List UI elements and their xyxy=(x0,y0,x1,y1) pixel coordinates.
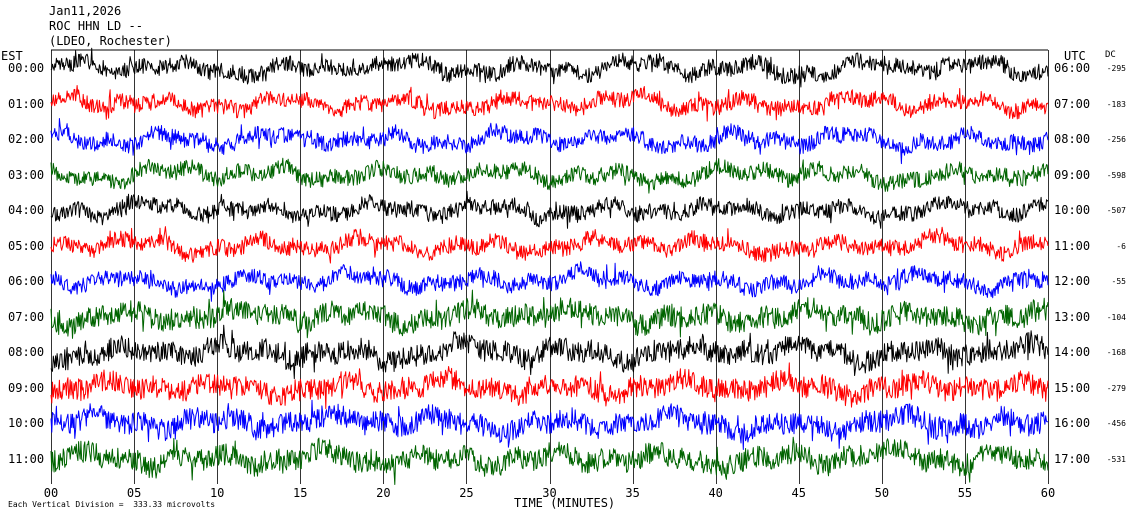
header-date: Jan11,2026 xyxy=(49,4,122,18)
x-tick-label-60: 60 xyxy=(1041,486,1055,500)
utc-time-label: 17:00 xyxy=(1054,452,1091,466)
dc-offset-label: -598 xyxy=(1106,171,1126,180)
trace-1000 xyxy=(50,399,1048,450)
local-time-label: 02:00 xyxy=(8,132,45,146)
x-tick-label-10: 10 xyxy=(210,486,224,500)
trace-0200 xyxy=(50,118,1049,165)
dc-offset-label: -507 xyxy=(1106,206,1126,215)
x-axis-label: TIME (MINUTES) xyxy=(514,496,616,510)
utc-time-label: 15:00 xyxy=(1054,381,1091,395)
trace-0600 xyxy=(50,261,1049,302)
local-time-label: 08:00 xyxy=(8,345,45,359)
utc-time-label: 11:00 xyxy=(1054,239,1091,253)
trace-1100 xyxy=(50,436,1049,485)
x-axis-ticks: 00 05 10 15 20 25 30 35 40 45 50 55 60 xyxy=(44,486,1055,500)
x-tick-label-20: 20 xyxy=(376,486,390,500)
utc-time-label: 09:00 xyxy=(1054,168,1091,182)
local-time-label: 01:00 xyxy=(8,97,45,111)
trace-0400 xyxy=(50,190,1049,229)
dc-offset-label: -279 xyxy=(1106,384,1126,393)
trace-0700 xyxy=(50,289,1049,339)
utc-time-label: 12:00 xyxy=(1054,274,1091,288)
utc-time-label: 08:00 xyxy=(1054,132,1091,146)
x-tick-label-00: 00 xyxy=(44,486,58,500)
trace-0100 xyxy=(50,85,1049,122)
local-time-label: 09:00 xyxy=(8,381,45,395)
local-time-label: 07:00 xyxy=(8,310,45,324)
dc-offset-label: -256 xyxy=(1106,135,1126,144)
utc-time-label: 16:00 xyxy=(1054,416,1091,430)
trace-0900 xyxy=(50,362,1049,410)
dc-header-label: DC xyxy=(1105,50,1116,60)
trace-0000 xyxy=(50,47,1049,88)
header-station: ROC HHN LD -- xyxy=(49,19,143,33)
utc-time-label: 10:00 xyxy=(1054,203,1091,217)
x-tick-label-15: 15 xyxy=(293,486,307,500)
dc-offset-label: -55 xyxy=(1111,277,1126,286)
dc-offset-label: -183 xyxy=(1106,100,1126,109)
x-tick-label-50: 50 xyxy=(875,486,889,500)
x-tick-label-25: 25 xyxy=(459,486,473,500)
vertical-scale-note: Each Vertical Division = 333.33 microvol… xyxy=(8,500,216,509)
x-tick-label-05: 05 xyxy=(127,486,141,500)
x-tick-label-55: 55 xyxy=(958,486,972,500)
local-time-label: 11:00 xyxy=(8,452,45,466)
local-time-label: 10:00 xyxy=(8,416,45,430)
x-tick-label-35: 35 xyxy=(625,486,639,500)
dc-offset-label: -104 xyxy=(1106,313,1126,322)
x-tick-label-45: 45 xyxy=(792,486,806,500)
utc-time-label: 13:00 xyxy=(1054,310,1091,324)
local-time-label: 04:00 xyxy=(8,203,45,217)
dc-offset-label: -456 xyxy=(1106,419,1126,428)
trace-0300 xyxy=(50,157,1049,194)
trace-0500 xyxy=(50,226,1049,264)
seismic-traces xyxy=(50,47,1049,485)
minute-grid xyxy=(51,49,1049,484)
local-time-label: 03:00 xyxy=(8,168,45,182)
dc-offset-label: -168 xyxy=(1106,348,1126,357)
right-timezone-label: UTC xyxy=(1064,49,1086,63)
dc-offset-label: -531 xyxy=(1106,455,1126,464)
left-timezone-label: EST xyxy=(1,49,23,63)
utc-time-label: 14:00 xyxy=(1054,345,1091,359)
dc-offset-label: -295 xyxy=(1106,64,1126,73)
header-network: (LDEO, Rochester) xyxy=(49,34,172,48)
x-tick-label-40: 40 xyxy=(708,486,722,500)
local-time-label: 06:00 xyxy=(8,274,45,288)
local-time-label: 00:00 xyxy=(8,61,45,75)
x-tick-label-30: 30 xyxy=(542,486,556,500)
trace-0800 xyxy=(50,324,1049,380)
utc-time-label: 07:00 xyxy=(1054,97,1091,111)
local-time-label: 05:00 xyxy=(8,239,45,253)
dc-offset-label: -6 xyxy=(1116,242,1126,251)
utc-time-label: 06:00 xyxy=(1054,61,1091,75)
